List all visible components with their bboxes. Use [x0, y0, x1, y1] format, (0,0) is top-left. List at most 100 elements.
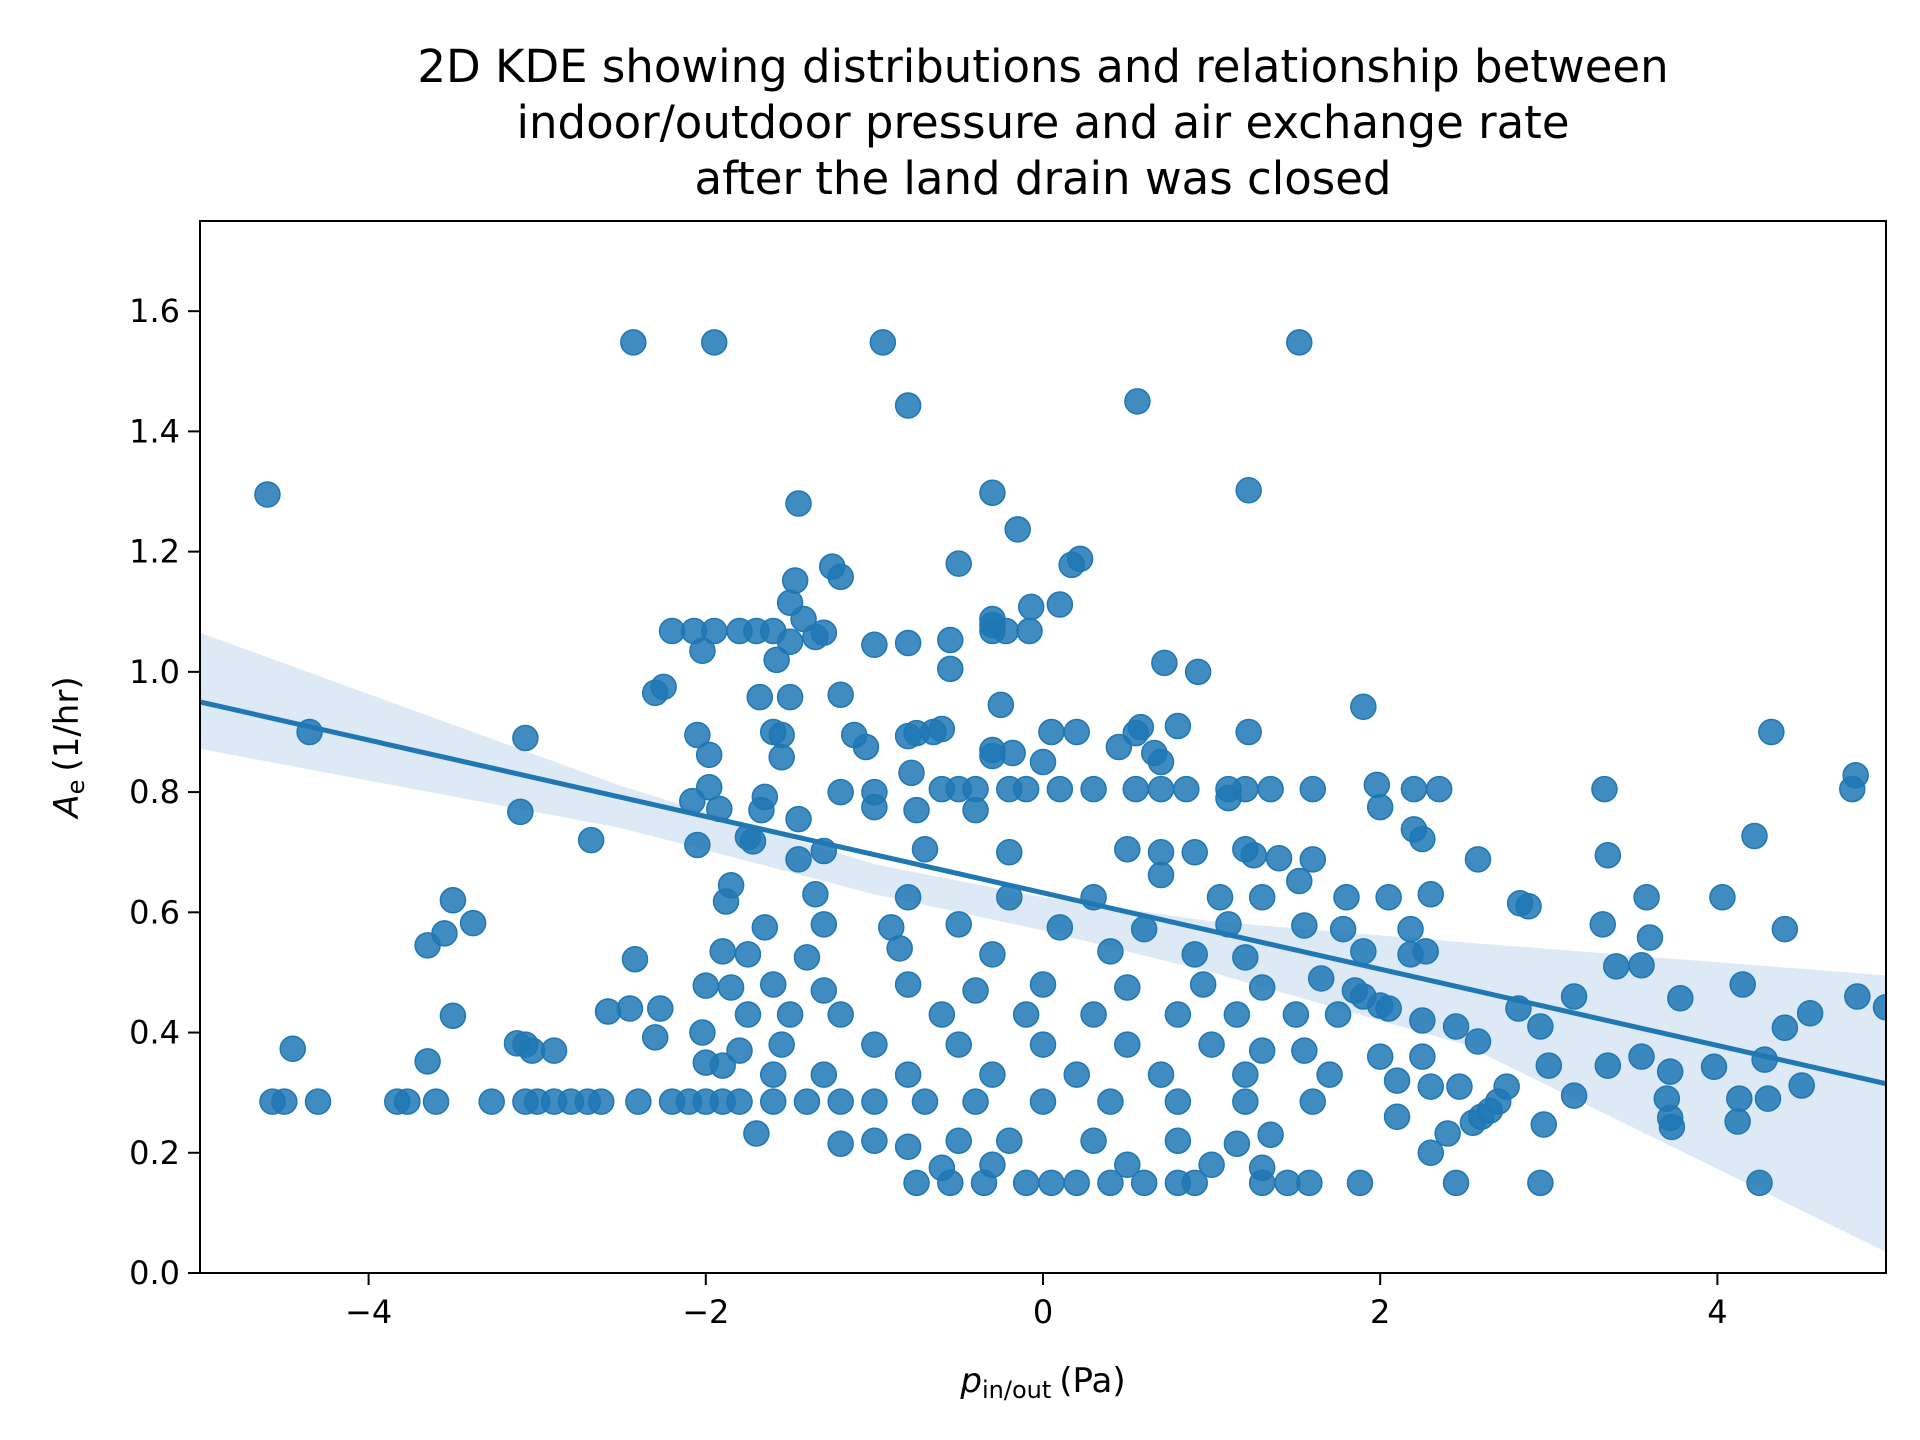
scatter-point: [1206, 884, 1234, 911]
scatter-point: [1656, 1104, 1684, 1132]
chart-title-line-3: after the land drain was closed: [695, 152, 1392, 205]
y-tick-label: 0.8: [129, 773, 180, 811]
scatter-point: [768, 743, 795, 771]
scatter-point: [1038, 718, 1065, 746]
regression-line: [200, 699, 1886, 1087]
scatter-point: [1412, 938, 1439, 965]
scatter-point: [1004, 516, 1031, 543]
scatter-point: [1282, 1001, 1310, 1028]
scatter-point: [886, 935, 913, 962]
scatter-point: [709, 938, 736, 965]
scatter-point: [1198, 1031, 1225, 1058]
scatter-point: [1017, 593, 1045, 621]
x-axis-unit: (Pa): [1059, 1361, 1125, 1401]
scatter-point: [962, 796, 989, 824]
scatter-point: [1257, 1121, 1284, 1148]
scatter-point: [1375, 884, 1402, 911]
scatter-point: [658, 617, 686, 645]
scatter-point: [695, 741, 723, 769]
scatter-point: [861, 1031, 888, 1058]
scatter-point: [734, 1001, 762, 1028]
y-axis: 0.0 0.2 0.4 0.6 0.8 1.0 1.2 1.4 1.6: [129, 292, 200, 1292]
scatter-point: [1122, 775, 1149, 803]
scatter-point: [937, 626, 964, 654]
scatter-point: [1147, 1061, 1175, 1088]
scatter-point: [1729, 971, 1756, 998]
scatter-point: [768, 721, 795, 749]
scatter-point: [992, 617, 1020, 645]
scatter-point: [625, 1088, 652, 1115]
scatter-point: [996, 1127, 1023, 1154]
scatter-point: [810, 977, 838, 1004]
scatter-point: [827, 681, 854, 708]
scatter-point: [1248, 974, 1276, 1001]
scatter-point: [641, 679, 669, 707]
scatter-point: [759, 971, 787, 998]
x-tick-label: 2: [1370, 1293, 1390, 1331]
scatter-point: [759, 1088, 787, 1115]
scatter-point: [1594, 1052, 1622, 1079]
scatter-point: [1771, 1014, 1799, 1041]
scatter-point: [1164, 1088, 1192, 1115]
scatter-point: [1012, 1001, 1040, 1028]
scatter-point: [1114, 1151, 1141, 1179]
scatter-point: [1046, 591, 1074, 618]
y-tick-label: 1.6: [129, 292, 180, 330]
scatter-point: [1527, 1013, 1554, 1040]
y-axis-label: Ae (1/hr): [47, 676, 90, 819]
scatter-point: [748, 796, 775, 824]
y-tick-label: 0.0: [129, 1254, 180, 1292]
scatter-point: [512, 724, 539, 752]
scatter-points: [254, 329, 1886, 1197]
scatter-point: [869, 329, 897, 356]
scatter-point: [1709, 884, 1736, 911]
scatter-point: [1046, 775, 1074, 803]
scatter-point: [1029, 971, 1057, 998]
scatter-point: [1063, 1061, 1090, 1088]
scatter-point: [1771, 915, 1799, 943]
scatter-point: [962, 977, 989, 1004]
scatter-point: [945, 1127, 972, 1154]
scatter-point: [1329, 915, 1357, 943]
scatter-point: [1307, 965, 1335, 992]
scatter-point: [712, 888, 740, 915]
scatter-point: [1248, 884, 1276, 911]
scatter-point: [785, 805, 812, 833]
scatter-point: [1232, 1061, 1259, 1088]
scatter-point: [1127, 713, 1155, 741]
scatter-point: [1147, 775, 1175, 803]
scatter-point: [1232, 944, 1259, 971]
scatter-point: [911, 835, 939, 863]
scatter-point: [1434, 1120, 1461, 1147]
scatter-point: [1417, 1139, 1445, 1167]
scatter-point: [414, 932, 441, 959]
scatter-point: [394, 1088, 421, 1115]
scatter-point: [1097, 1169, 1124, 1197]
x-axis-label: pin/out (Pa): [959, 1361, 1125, 1404]
scatter-point: [1527, 1169, 1554, 1197]
scatter-point: [422, 1088, 450, 1115]
scatter-point: [1724, 1108, 1751, 1135]
scatter-point: [894, 629, 922, 657]
scatter-point: [1257, 775, 1284, 803]
scatter-point: [768, 1031, 795, 1058]
scatter-point: [802, 623, 829, 651]
scatter-point: [254, 481, 281, 508]
scatter-point: [1589, 911, 1617, 938]
scatter-point: [1409, 1007, 1436, 1034]
scatter-point: [1602, 953, 1630, 980]
scatter-point: [945, 550, 972, 577]
scatter-point: [647, 995, 674, 1022]
scatter-point: [1130, 1169, 1158, 1197]
scatter-point: [1080, 775, 1107, 803]
scatter-point: [1515, 893, 1542, 920]
scatter-point: [1842, 762, 1869, 789]
scatter-point: [1029, 748, 1057, 776]
scatter-point: [861, 793, 888, 821]
scatter-point: [1535, 1052, 1563, 1079]
scatter-point: [1038, 1169, 1065, 1197]
scatter-point: [641, 1024, 669, 1051]
scatter-point: [1235, 718, 1262, 746]
scatter-point: [1383, 1067, 1411, 1094]
scatter-point: [1240, 841, 1267, 869]
